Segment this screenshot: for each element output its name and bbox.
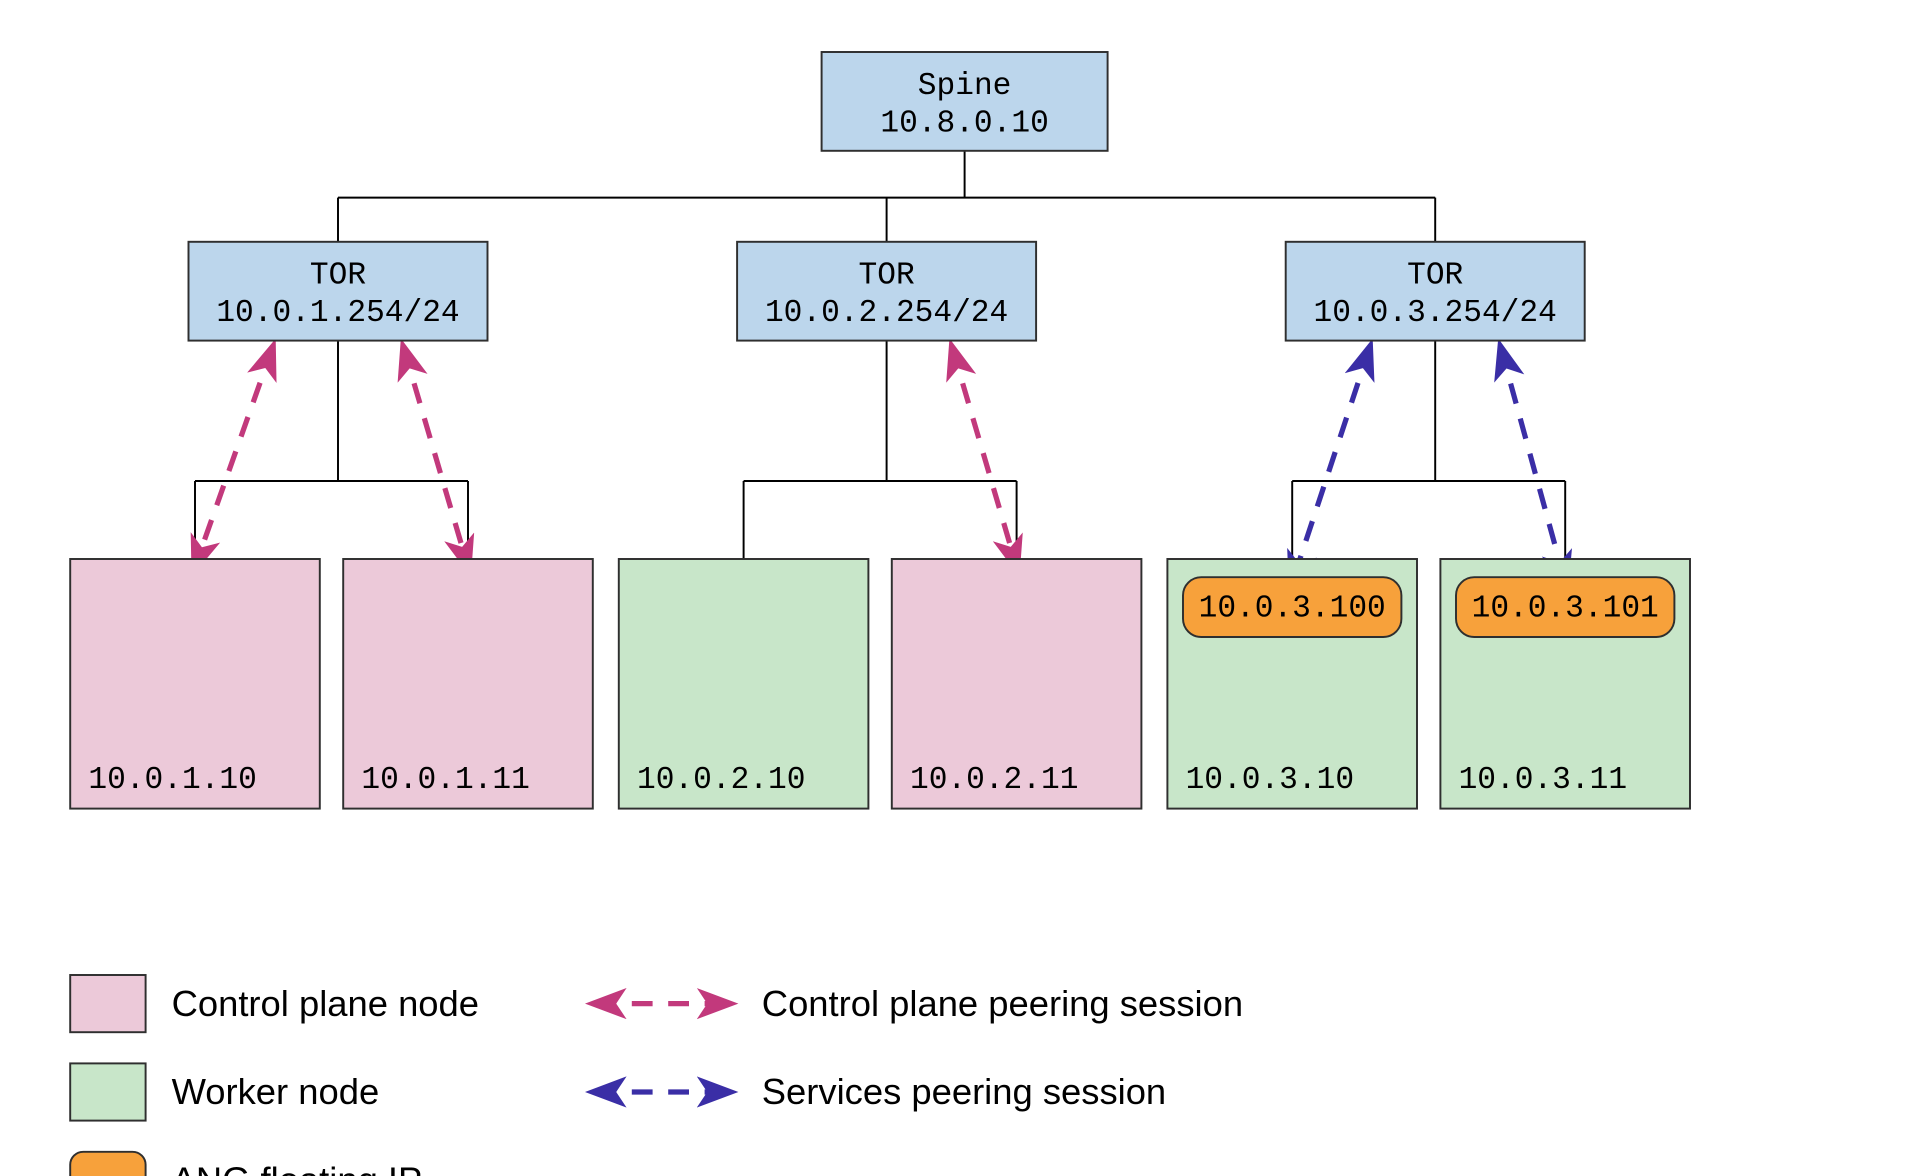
peering-sessions: [195, 348, 1565, 582]
floating-ip-label: 10.0.3.101: [1472, 592, 1659, 627]
node-ip: 10.0.1.10: [88, 763, 256, 798]
node-box-1: 10.0.1.11: [343, 559, 593, 809]
node-box-3: 10.0.2.11: [892, 559, 1142, 809]
control-plane-peering-arrow: [404, 348, 468, 566]
control-plane-peering-arrow: [952, 348, 1016, 566]
services-peering-arrow: [1292, 348, 1369, 582]
tor-title: TOR: [859, 259, 915, 294]
tor-ip: 10.0.1.254/24: [216, 296, 459, 331]
spine-box: Spine10.8.0.10: [822, 52, 1108, 151]
tor-ip: 10.0.3.254/24: [1314, 296, 1557, 331]
services-peering-arrow: [1501, 348, 1565, 582]
spine-ip: 10.8.0.10: [880, 106, 1048, 141]
tor-ip: 10.0.2.254/24: [765, 296, 1008, 331]
floating-ip-label: 10.0.3.100: [1199, 592, 1386, 627]
node-ip: 10.0.3.11: [1459, 763, 1627, 798]
legend-label: Control plane peering session: [762, 983, 1243, 1024]
node-box-4: 10.0.3.10 10.0.3.100: [1167, 559, 1417, 809]
legend-label: Services peering session: [762, 1071, 1166, 1112]
legend-label: Worker node: [172, 1071, 380, 1112]
node-ip: 10.0.3.10: [1186, 763, 1354, 798]
legend-label: Control plane node: [172, 983, 479, 1024]
node-ip: 10.0.2.10: [637, 763, 805, 798]
control-plane-peering-arrow: [195, 348, 272, 566]
tor-title: TOR: [310, 259, 366, 294]
tree-connectors: [195, 151, 1565, 559]
node-ip: 10.0.1.11: [361, 763, 529, 798]
tor-title: TOR: [1407, 259, 1463, 294]
tor-box-0: TOR10.0.1.254/24: [189, 242, 488, 341]
legend-swatch: [70, 1152, 145, 1176]
node-box-5: 10.0.3.11 10.0.3.101: [1440, 559, 1690, 809]
tor-box-2: TOR10.0.3.254/24: [1286, 242, 1585, 341]
node-ip: 10.0.2.11: [910, 763, 1078, 798]
node-box-0: 10.0.1.10: [70, 559, 320, 809]
legend-swatch: [70, 975, 145, 1032]
network-diagram: Spine10.8.0.10TOR10.0.1.254/24TOR10.0.2.…: [0, 0, 1908, 1176]
tor-box-1: TOR10.0.2.254/24: [737, 242, 1036, 341]
node-box-2: 10.0.2.10: [619, 559, 869, 809]
legend: Control plane node Worker node ANG floatin…: [70, 975, 1243, 1176]
legend-swatch: [70, 1063, 145, 1120]
legend-label: ANG floating IP: [172, 1160, 423, 1176]
spine-title: Spine: [918, 69, 1012, 104]
